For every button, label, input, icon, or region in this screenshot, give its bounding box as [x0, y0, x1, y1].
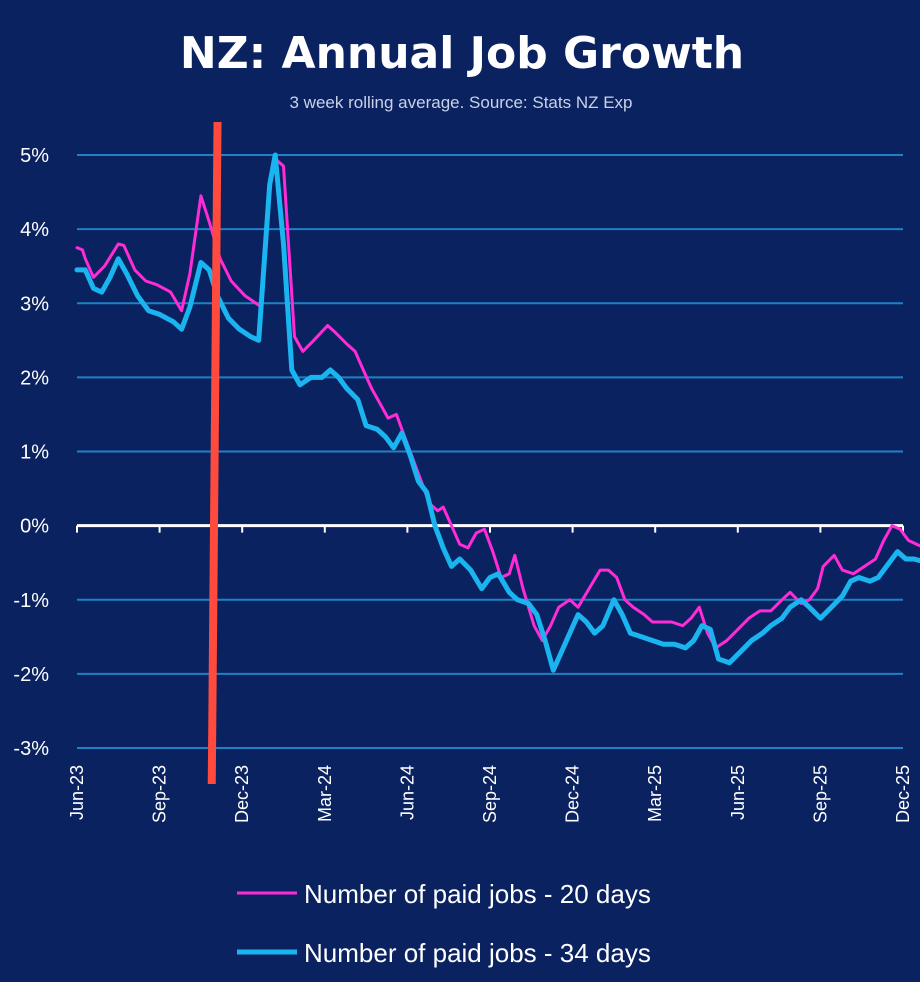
- chart-subtitle: 3 week rolling average. Source: Stats NZ…: [290, 93, 633, 112]
- x-tick-label: Dec-25: [893, 765, 913, 823]
- x-tick-label: Dec-24: [563, 765, 583, 823]
- x-tick-label: Mar-25: [645, 765, 665, 822]
- x-tick-label: Jun-24: [397, 765, 417, 820]
- x-axis: Jun-23 Sep-23 Dec-23 Mar-24 Jun-24 Sep-24 Dec-…: [67, 524, 913, 823]
- x-tick-label: Sep-23: [150, 765, 170, 823]
- y-tick-label: 2%: [20, 367, 49, 389]
- x-tick-label: Jun-25: [728, 765, 748, 820]
- x-tick-label: Dec-23: [232, 765, 252, 823]
- x-tick-label: Sep-25: [810, 765, 830, 823]
- y-tick-label: -1%: [13, 590, 49, 612]
- x-tick-label: Jun-23: [67, 765, 87, 820]
- x-tick-label: Sep-24: [480, 765, 500, 823]
- series-lines: [74, 152, 920, 673]
- y-tick-label: -3%: [13, 738, 49, 760]
- legend: Number of paid jobs - 20 days Number of …: [237, 879, 651, 968]
- legend-label-20-days: Number of paid jobs - 20 days: [304, 879, 651, 909]
- highlight-marker-line: [207, 121, 222, 785]
- y-tick-label: 3%: [20, 293, 49, 315]
- series-line-0: [75, 157, 920, 650]
- chart-title: NZ: Annual Job Growth: [180, 28, 744, 79]
- legend-label-34-days: Number of paid jobs - 34 days: [304, 938, 651, 968]
- y-tick-label: -2%: [13, 664, 49, 686]
- gridlines: [77, 154, 903, 749]
- y-tick-label: 1%: [20, 442, 49, 464]
- x-tick-label: Mar-24: [315, 765, 335, 822]
- series-line-1: [74, 152, 920, 673]
- y-tick-label: 5%: [20, 145, 49, 167]
- y-tick-label: 0%: [20, 516, 49, 538]
- y-tick-label: 4%: [20, 219, 49, 241]
- y-axis-ticks: 5% 4% 3% 2% 1% 0% -1% -2% -3%: [13, 145, 49, 760]
